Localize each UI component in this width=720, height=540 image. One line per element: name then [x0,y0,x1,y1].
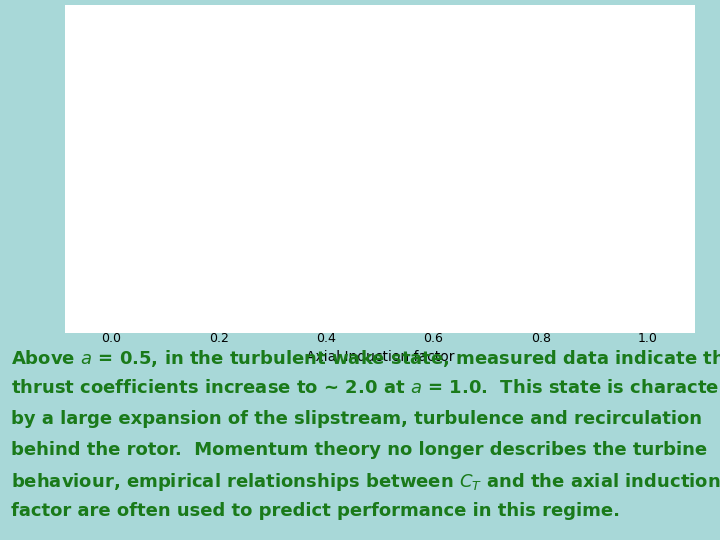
X-axis label: Axial Induction factor: Axial Induction factor [305,350,454,364]
Text: Turbulent wake state: Turbulent wake state [404,289,549,303]
Text: thrust coefficients increase to ~ 2.0 at $a$ = 1.0.  This state is characterized: thrust coefficients increase to ~ 2.0 at… [11,379,720,397]
Text: factor are often used to predict performance in this regime.: factor are often used to predict perform… [11,502,620,520]
Text: Windmill state: Windmill state [180,289,279,303]
Text: by a large expansion of the slipstream, turbulence and recirculation: by a large expansion of the slipstream, … [11,410,702,428]
Y-axis label: Thrust coefficient: Thrust coefficient [67,113,81,235]
Text: $C_T = 4a(1\text{-}a)$: $C_T = 4a(1\text{-}a)$ [152,196,236,235]
Text: Glauert empirical relation: Glauert empirical relation [258,57,505,120]
Text: behaviour, empirical relationships between $C_T$ and the axial induction: behaviour, empirical relationships betwe… [11,471,720,494]
Text: behind the rotor.  Momentum theory no longer describes the turbine: behind the rotor. Momentum theory no lon… [11,441,707,458]
Bar [65,5,695,333]
Text: Above $a$ = 0.5, in the turbulent wake state, measured data indicate that: Above $a$ = 0.5, in the turbulent wake s… [11,348,720,369]
